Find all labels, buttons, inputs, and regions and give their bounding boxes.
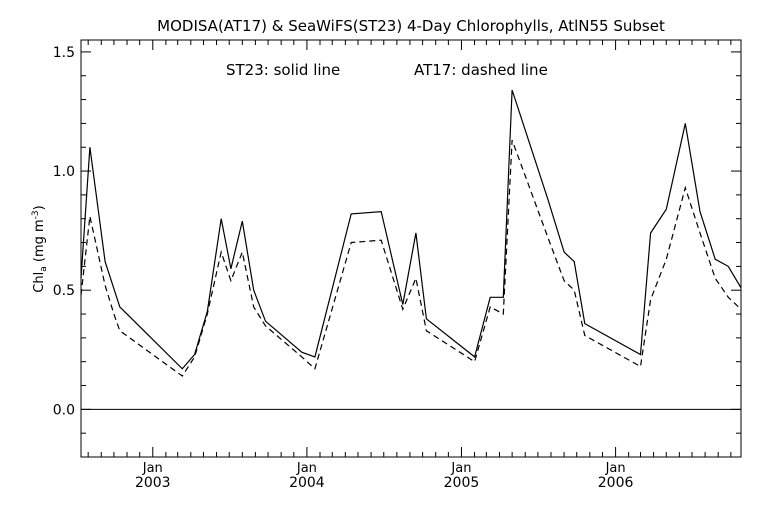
- y-label-unit-open: (mg m: [32, 219, 47, 266]
- y-tick-label: 1.5: [53, 45, 75, 61]
- x-tick-month-label: Jan: [296, 461, 317, 476]
- y-axis-label: Chla (mg m-3): [31, 205, 49, 292]
- y-tick-label: 0.0: [53, 402, 75, 418]
- plot-frame: [80, 39, 742, 458]
- plot-area: 0.00.51.01.5 Jan2003Jan2004Jan2005Jan200…: [53, 39, 742, 491]
- x-tick-month-label: Jan: [142, 461, 163, 476]
- annotation-at17: AT17: dashed line: [414, 61, 548, 79]
- y-label-main: Chl: [32, 272, 47, 293]
- y-label-subscript: a: [39, 266, 49, 272]
- y-label-unit-superscript: -3: [31, 210, 41, 219]
- series-layer: [80, 89, 742, 377]
- y-label-unit-close: ): [32, 205, 47, 210]
- x-tick-month-label: Jan: [450, 461, 471, 476]
- x-tick-year-label: 2006: [598, 475, 634, 491]
- y-tick-label: 0.5: [53, 283, 75, 299]
- x-tick-year-label: 2003: [135, 475, 171, 491]
- y-tick-label: 1.0: [53, 164, 75, 180]
- x-tick-year-label: 2005: [444, 475, 480, 491]
- annotation-st23: ST23: solid line: [226, 61, 340, 79]
- y-axis: 0.0 0.5 1.0 1.5: [53, 45, 741, 434]
- series-line-at17: [80, 139, 742, 377]
- x-tick-month-label: Jan: [605, 461, 626, 476]
- chart-title: MODISA(AT17) & SeaWiFS(ST23) 4-Day Chlor…: [157, 17, 665, 35]
- legend-annotations: ST23: solid line AT17: dashed line: [226, 61, 548, 79]
- series-line-st23: [80, 89, 742, 370]
- x-tick-year-label: 2004: [289, 475, 325, 491]
